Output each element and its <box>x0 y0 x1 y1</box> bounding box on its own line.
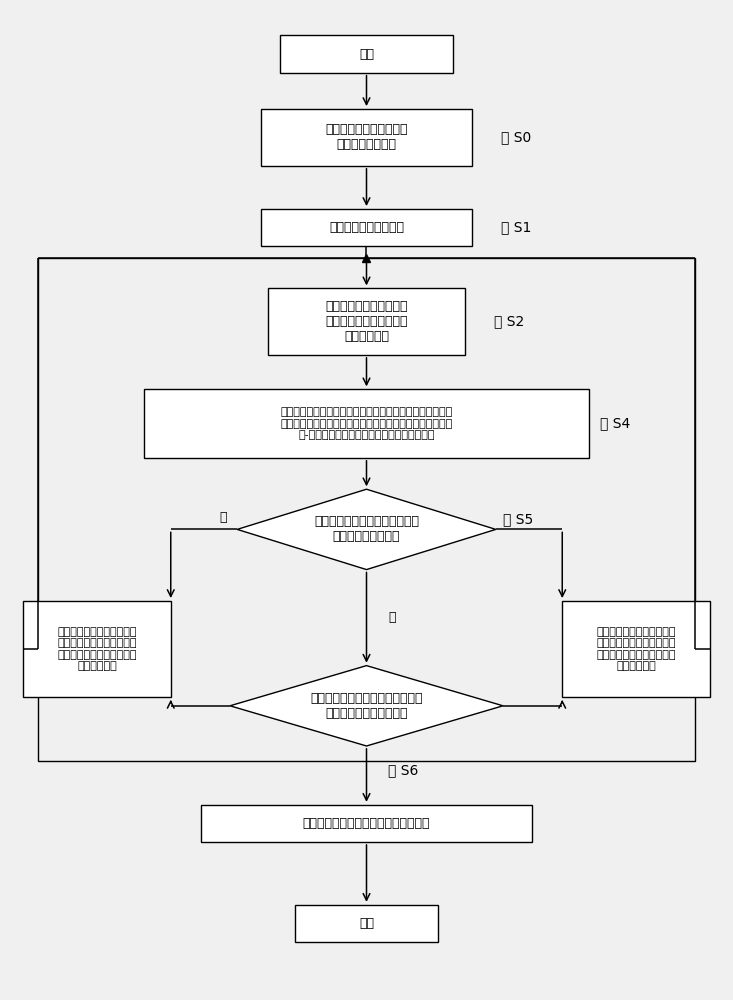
Text: ～ S5: ～ S5 <box>503 513 533 527</box>
Text: 当差值在预定时间内小于第
二预定值时，控制器控制第
一阀门关闭并控制第二阀门
打开一定时间: 当差值在预定时间内小于第 二预定值时，控制器控制第 一阀门关闭并控制第二阀门 打… <box>596 627 676 671</box>
FancyBboxPatch shape <box>562 601 710 697</box>
Text: 根据空调器的运行模式确
定进行灌注的工质: 根据空调器的运行模式确 定进行灌注的工质 <box>325 123 408 151</box>
FancyBboxPatch shape <box>268 288 465 355</box>
FancyBboxPatch shape <box>260 209 473 246</box>
FancyBboxPatch shape <box>23 601 171 697</box>
Text: ～ S1: ～ S1 <box>501 221 531 235</box>
FancyBboxPatch shape <box>202 805 531 842</box>
Text: 结束: 结束 <box>359 917 374 930</box>
Text: ～ S2: ～ S2 <box>494 315 524 329</box>
FancyBboxPatch shape <box>280 35 453 73</box>
Text: 在冷媒灌注过程中检测空
调器的液管压力、液管温
度和环境温度: 在冷媒灌注过程中检测空 调器的液管压力、液管温 度和环境温度 <box>325 300 408 343</box>
Text: 空调器系统初始化运行: 空调器系统初始化运行 <box>329 221 404 234</box>
Text: 否: 否 <box>219 511 226 524</box>
FancyBboxPatch shape <box>295 905 438 942</box>
Text: 开始: 开始 <box>359 48 374 61</box>
Text: 是: 是 <box>388 611 396 624</box>
Text: ～ S0: ～ S0 <box>501 130 531 144</box>
FancyBboxPatch shape <box>144 389 589 458</box>
Polygon shape <box>237 489 496 570</box>
Text: ～ S4: ～ S4 <box>600 417 630 431</box>
Text: ～ S6: ～ S6 <box>388 763 419 777</box>
Text: 判断在预定的时间内过冷度变化
值是否在预定范围内: 判断在预定的时间内过冷度变化 值是否在预定范围内 <box>314 515 419 543</box>
Text: 通过液管压力获得对应的饱和温度，饱和温度减去液管温度
获得空调器系统运行的检测过冷度，根据环境温度从环境温
度-标准过冷度对照表中选择相应的标准过冷度: 通过液管压力获得对应的饱和温度，饱和温度减去液管温度 获得空调器系统运行的检测过… <box>281 407 452 440</box>
Text: 当差值在预定时间内小于第二预定值时: 当差值在预定时间内小于第二预定值时 <box>303 817 430 830</box>
Polygon shape <box>230 666 503 746</box>
FancyBboxPatch shape <box>260 109 473 166</box>
Text: 将检测过冷度与标准过冷度的差值
与预定数值范围进行比较: 将检测过冷度与标准过冷度的差值 与预定数值范围进行比较 <box>310 692 423 720</box>
Text: 当差值在预定时间内大于第
一预定值时，控制器控制第
一阀门打开并所述第二阀门
关闭一定时间: 当差值在预定时间内大于第 一预定值时，控制器控制第 一阀门打开并所述第二阀门 关… <box>57 627 137 671</box>
